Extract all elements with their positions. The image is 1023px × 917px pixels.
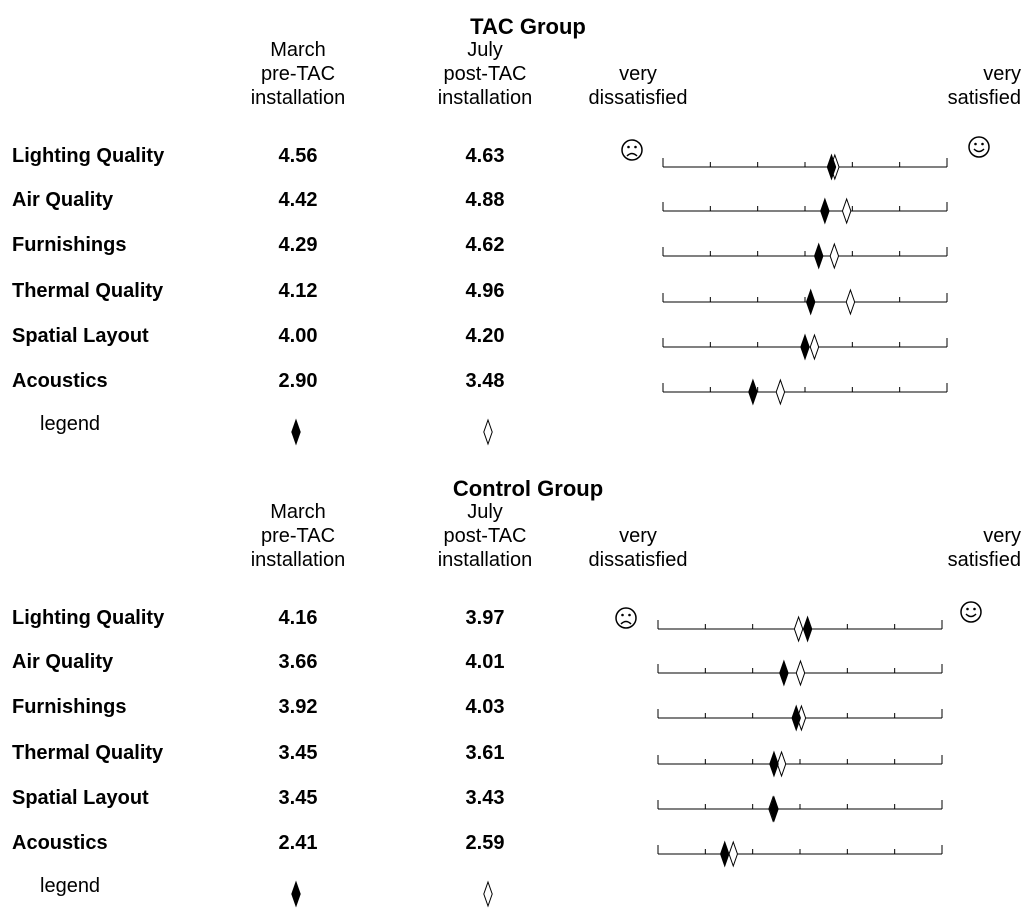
column-header-july: July post-TAC installation [437, 501, 533, 571]
july-value: 3.48 [465, 370, 505, 392]
march-value: 2.41 [278, 832, 318, 854]
tac-group-panel: TAC Group March pre-TAC installation Jul… [0, 0, 1023, 455]
legend-label: legend [40, 875, 101, 897]
smile-icon [968, 136, 990, 158]
scale-left-label: very dissatisfied [588, 525, 688, 571]
march-value: 4.00 [278, 325, 318, 347]
face-mouth [965, 613, 977, 618]
smile-icon [960, 601, 982, 623]
post-tac-marker [775, 378, 786, 406]
march-value: 3.45 [278, 742, 318, 764]
post-tac-marker [728, 840, 738, 868]
face-eye [621, 613, 624, 617]
pre-tac-marker [826, 153, 837, 181]
july-value: 4.62 [465, 234, 505, 256]
scale-right-label: very satisfied [947, 525, 1021, 571]
tac-dot-plot [291, 136, 990, 446]
july-value: 4.96 [465, 280, 505, 302]
march-value: 3.66 [278, 651, 318, 673]
post-tac-marker [809, 333, 820, 361]
july-value: 4.01 [465, 651, 505, 673]
july-value: 4.20 [465, 325, 505, 347]
post-tac-marker [829, 242, 840, 270]
face-eye [627, 145, 630, 149]
row-label: Thermal Quality [12, 280, 164, 302]
march-value: 4.42 [278, 189, 318, 211]
face-eye [974, 142, 977, 146]
chart-title: TAC Group [470, 14, 586, 39]
column-header-march: March pre-TAC installation [250, 39, 346, 109]
face-eye [966, 607, 969, 611]
pre-tac-marker [813, 242, 824, 270]
row-label: Spatial Layout [12, 325, 149, 347]
face-outline [968, 136, 990, 158]
march-value: 4.16 [278, 607, 318, 629]
row-label: Lighting Quality [12, 607, 165, 629]
pre-tac-marker [748, 378, 758, 406]
row-label: Furnishings [12, 696, 127, 718]
face-mouth [973, 148, 985, 153]
july-value: 3.43 [465, 787, 505, 809]
control-group-panel: Control Group March pre-TAC installation… [0, 462, 1023, 917]
july-value: 4.63 [465, 145, 505, 167]
column-header-july: July post-TAC installation [437, 39, 533, 109]
post-tac-marker [793, 615, 804, 643]
row-label: Air Quality [12, 651, 114, 673]
row-label: Furnishings [12, 234, 127, 256]
pre-tac-marker [791, 704, 801, 732]
row-label: Spatial Layout [12, 787, 149, 809]
face-outline [621, 139, 643, 161]
row-label: Acoustics [12, 832, 108, 854]
legend-label: legend [40, 413, 101, 435]
march-value: 3.45 [278, 787, 318, 809]
pre-tac-marker [779, 659, 789, 687]
legend-filled-diamond [291, 418, 301, 446]
pre-tac-marker [720, 840, 730, 868]
face-mouth [626, 152, 638, 157]
frown-icon [621, 139, 643, 161]
face-eye [628, 613, 631, 617]
row-label: Acoustics [12, 370, 108, 392]
pre-tac-marker [820, 197, 830, 225]
march-value: 4.12 [278, 280, 318, 302]
chart-title: Control Group [452, 476, 604, 501]
july-value: 2.59 [465, 832, 505, 854]
face-eye [973, 607, 976, 611]
pre-tac-marker [769, 750, 779, 778]
july-value: 4.03 [465, 696, 505, 718]
scale-right-label: very satisfied [947, 63, 1021, 109]
row-label: Air Quality [12, 189, 114, 211]
legend-open-diamond [483, 880, 493, 908]
march-value: 2.90 [278, 370, 318, 392]
face-outline [960, 601, 982, 623]
control-dot-plot [291, 601, 982, 908]
march-value: 3.92 [278, 696, 318, 718]
pre-tac-marker [805, 288, 816, 316]
row-label: Thermal Quality [12, 742, 164, 764]
post-tac-marker [845, 288, 856, 316]
post-tac-marker [776, 750, 787, 778]
post-tac-marker [795, 659, 806, 687]
march-value: 4.29 [278, 234, 318, 256]
pre-tac-marker [802, 615, 813, 643]
pre-tac-marker [769, 795, 779, 823]
legend-open-diamond [483, 418, 493, 446]
row-label: Lighting Quality [12, 145, 165, 167]
scale-left-label: very dissatisfied [588, 63, 688, 109]
post-tac-marker [841, 197, 852, 225]
legend-filled-diamond [291, 880, 301, 908]
column-header-march: March pre-TAC installation [250, 501, 346, 571]
july-value: 4.88 [465, 189, 505, 211]
march-value: 4.56 [278, 145, 318, 167]
july-value: 3.61 [465, 742, 505, 764]
face-mouth [620, 620, 632, 625]
pre-tac-marker [800, 333, 810, 361]
face-eye [981, 142, 984, 146]
frown-icon [615, 607, 637, 629]
face-eye [634, 145, 637, 149]
face-outline [615, 607, 637, 629]
july-value: 3.97 [465, 607, 505, 629]
